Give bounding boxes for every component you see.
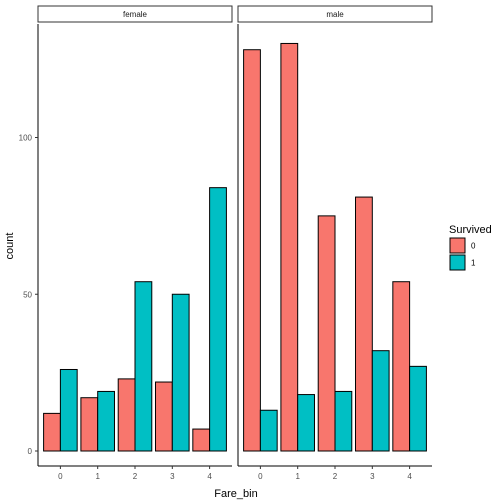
x-tick-label-female-1: 1 bbox=[95, 472, 100, 481]
bar-male-survived1-bin3 bbox=[371, 350, 390, 452]
facet-strip-male bbox=[237, 5, 433, 23]
legend-label-0: 0 bbox=[471, 242, 476, 251]
x-tick-label-male-2: 2 bbox=[333, 472, 338, 481]
legend-title: Survived bbox=[449, 224, 492, 236]
x-tick-label-male-3: 3 bbox=[370, 472, 375, 481]
bar-female-survived1-bin3 bbox=[171, 293, 190, 452]
y-tick-label-100: 100 bbox=[19, 134, 33, 143]
axes: 0 1 2 3 4 0 1 2 3 4 0 50 100 bbox=[19, 24, 432, 481]
y-tick-label-50: 50 bbox=[23, 290, 32, 299]
bars bbox=[43, 42, 427, 452]
x-tick-label-female-2: 2 bbox=[133, 472, 138, 481]
bar-female-survived0-bin0 bbox=[43, 412, 61, 452]
bar-male-survived0-bin0 bbox=[243, 49, 261, 452]
y-tick-label-0: 0 bbox=[28, 447, 33, 456]
legend-key-1 bbox=[449, 254, 466, 271]
bar-male-survived1-bin2 bbox=[334, 390, 353, 452]
bar-female-survived1-bin1 bbox=[97, 390, 115, 452]
x-tick-label-female-4: 4 bbox=[207, 472, 212, 481]
labels: Fare_bin count bbox=[4, 233, 258, 500]
bar-female-survived0-bin1 bbox=[80, 397, 99, 452]
x-tick-label-male-4: 4 bbox=[407, 472, 412, 481]
legend-key-0 bbox=[449, 237, 466, 254]
y-axis-title: count bbox=[4, 233, 16, 260]
bar-male-survived0-bin3 bbox=[355, 196, 373, 452]
bar-female-survived1-bin0 bbox=[59, 368, 78, 452]
bar-male-survived0-bin4 bbox=[392, 281, 411, 452]
bar-male-survived1-bin1 bbox=[297, 394, 315, 452]
facet-strips: female male bbox=[37, 5, 433, 23]
bar-male-survived0-bin1 bbox=[280, 42, 299, 452]
x-tick-label-male-1: 1 bbox=[295, 472, 300, 481]
facet-strip-female bbox=[37, 5, 233, 23]
legend-label-1: 1 bbox=[471, 259, 476, 268]
bar-male-survived0-bin2 bbox=[317, 215, 336, 452]
facet-label-female: female bbox=[123, 10, 148, 19]
bar-female-survived1-bin4 bbox=[209, 187, 227, 452]
bar-female-survived0-bin2 bbox=[117, 378, 136, 452]
x-axis-title: Fare_bin bbox=[214, 488, 257, 500]
bar-male-survived1-bin0 bbox=[259, 409, 278, 452]
x-tick-label-male-0: 0 bbox=[258, 472, 263, 481]
legend: Survived 0 1 bbox=[449, 224, 492, 271]
bar-female-survived0-bin4 bbox=[192, 428, 211, 452]
x-tick-label-female-3: 3 bbox=[170, 472, 175, 481]
bar-female-survived1-bin2 bbox=[134, 281, 153, 452]
bar-male-survived1-bin4 bbox=[409, 365, 427, 452]
x-tick-label-female-0: 0 bbox=[58, 472, 63, 481]
bar-female-survived0-bin3 bbox=[155, 381, 173, 452]
facet-label-male: male bbox=[326, 10, 344, 19]
